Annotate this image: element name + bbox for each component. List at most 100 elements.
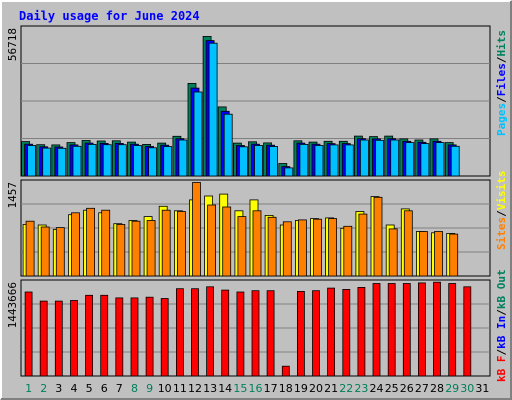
bar-sites-day-23 (358, 213, 368, 277)
y-max-label: 1443666 (6, 282, 19, 328)
chart-panels: 56718 1457 1443666 (6, 25, 491, 377)
x-tick-label-day-2: 2 (40, 382, 47, 395)
bar-sites-day-26 (403, 210, 413, 277)
bar-sites-day-24 (373, 196, 383, 277)
bar-kb-f-day-16 (251, 290, 260, 377)
bar-pages-day-25 (390, 139, 400, 177)
bar-sites-day-9 (146, 220, 156, 277)
bar-sites-day-7 (116, 223, 126, 277)
bar-sites-day-3 (55, 227, 65, 277)
legend-separator: / (495, 210, 508, 217)
legend-group-2: Sites/Visits (495, 171, 508, 251)
bar-kb-f-day-15 (236, 291, 245, 377)
bar-pages-day-24 (375, 139, 384, 177)
bar-kb-f-day-29 (448, 283, 457, 377)
bar-kb-f-day-27 (417, 282, 426, 377)
bar-sites-day-16 (252, 210, 262, 277)
bar-pages-day-2 (42, 147, 52, 177)
x-tick-label-day-6: 6 (101, 382, 108, 395)
bar-sites-day-18 (282, 221, 292, 277)
x-tick-label-day-7: 7 (116, 382, 123, 395)
panel-kbytes: 1443666 (6, 279, 491, 377)
bar-kb-f-day-21 (327, 287, 336, 377)
bar-sites-day-20 (313, 218, 322, 277)
bar-pages-day-10 (163, 146, 173, 177)
x-tick-label-day-16: 16 (249, 382, 263, 395)
bar-kb-f-day-6 (100, 294, 109, 377)
bar-kb-f-day-10 (160, 298, 169, 377)
x-tick-label-day-17: 17 (264, 382, 278, 395)
bar-sites-day-2 (40, 226, 50, 277)
x-tick-label-day-31: 31 (475, 382, 489, 395)
x-tick-label-day-12: 12 (188, 382, 202, 395)
bar-sites-day-14 (222, 206, 232, 277)
x-tick-label-day-18: 18 (279, 382, 293, 395)
bar-pages-day-20 (314, 145, 324, 177)
x-tick-label-day-21: 21 (324, 382, 338, 395)
x-tick-label-day-28: 28 (430, 382, 444, 395)
bar-kb-f-day-7 (115, 297, 124, 377)
x-tick-label-day-10: 10 (158, 382, 172, 395)
legend-group-1: Pages/Files/Hits (495, 30, 508, 136)
x-tick-label-day-30: 30 (460, 382, 474, 395)
bar-kb-f-day-5 (85, 294, 93, 377)
bar-pages-day-15 (238, 146, 248, 177)
bar-pages-day-29 (450, 145, 460, 177)
bar-kb-f-day-19 (296, 290, 305, 377)
bar-kb-f-day-9 (145, 296, 154, 377)
bar-kb-f-day-18 (281, 365, 290, 377)
x-tick-label-day-22: 22 (339, 382, 353, 395)
bar-kb-f-day-22 (342, 288, 351, 377)
bar-kb-f-day-23 (357, 286, 366, 377)
bar-pages-day-26 (405, 142, 415, 177)
bar-sites-day-22 (343, 225, 353, 277)
legend-separator: / (495, 349, 508, 356)
legend-item-pages: Pages (495, 103, 508, 136)
bar-sites-day-1 (25, 220, 35, 277)
x-tick-label-day-11: 11 (173, 382, 187, 395)
bar-pages-day-4 (72, 145, 82, 177)
x-tick-label-day-8: 8 (131, 382, 138, 395)
bar-kb-f-day-20 (312, 290, 320, 377)
bar-sites-day-6 (101, 209, 111, 277)
x-tick-label-day-13: 13 (203, 382, 217, 395)
bar-kb-f-day-25 (387, 283, 396, 377)
bar-pages-day-9 (148, 147, 158, 177)
legend-separator: / (495, 96, 508, 103)
bar-sites-day-29 (449, 233, 459, 277)
bar-pages-day-12 (193, 91, 203, 177)
bar-sites-day-19 (297, 219, 307, 277)
bar-kb-f-day-24 (372, 283, 381, 377)
x-tick-label-day-14: 14 (218, 382, 232, 395)
x-tick-label-day-24: 24 (370, 382, 384, 395)
legend-item-kb-f: kB F (495, 356, 508, 383)
legend-group-3: kB F/kB In/kB Out (495, 269, 508, 382)
bar-kb-f-day-17 (266, 290, 275, 377)
x-tick-label-day-23: 23 (354, 382, 368, 395)
bar-pages-day-13 (208, 42, 218, 177)
x-tick-label-day-1: 1 (25, 382, 32, 395)
legend-item-kb-out: kB Out (495, 269, 508, 309)
bar-pages-day-19 (299, 143, 309, 177)
bar-sites-day-17 (267, 216, 277, 277)
y-max-label: 56718 (6, 28, 19, 61)
bar-sites-day-15 (237, 216, 247, 277)
legend-item-sites: Sites (495, 217, 508, 250)
bar-kb-f-day-3 (54, 300, 63, 377)
legend-item-hits: Hits (495, 30, 508, 57)
bar-pages-day-5 (87, 143, 97, 177)
y-max-label: 1457 (6, 182, 19, 209)
bar-kb-f-day-26 (402, 283, 411, 377)
bar-pages-day-22 (344, 144, 354, 177)
bar-kb-f-day-11 (175, 288, 184, 377)
legend-item-files: Files (495, 63, 508, 96)
bar-sites-day-4 (71, 212, 80, 277)
panel-hits-files-pages: 56718 (6, 25, 491, 177)
bar-kb-f-day-28 (433, 281, 441, 377)
bar-pages-day-16 (254, 145, 263, 177)
chart-title: Daily usage for June 2024 (19, 9, 200, 23)
bar-pages-day-6 (102, 144, 112, 177)
bar-kb-f-day-13 (206, 286, 215, 377)
panel-visits-sites: 1457 (6, 179, 491, 277)
